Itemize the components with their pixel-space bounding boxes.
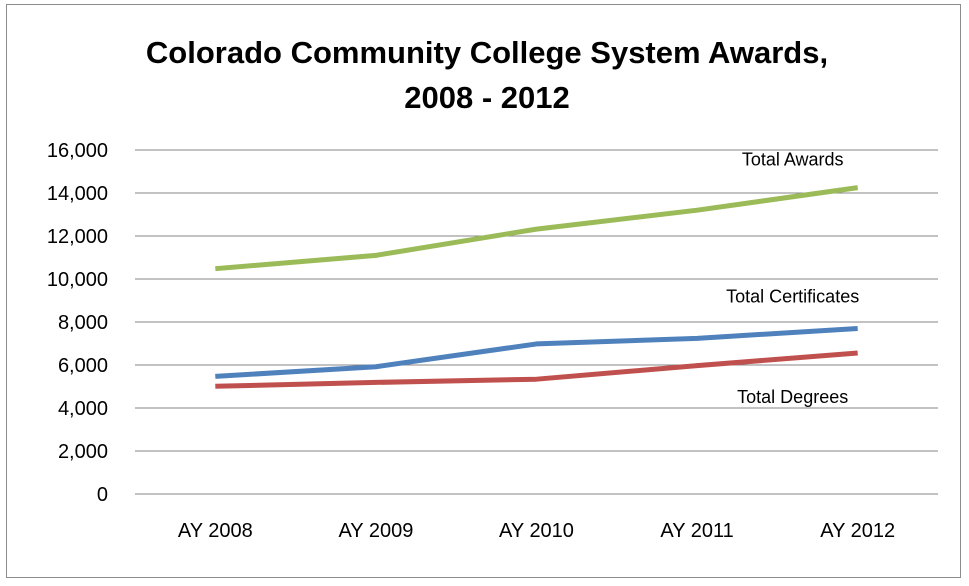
x-tick-label: AY 2008 xyxy=(178,520,253,542)
x-tick-label: AY 2010 xyxy=(499,520,574,542)
series-line-total-degrees xyxy=(215,350,858,389)
series-line-total-certificates xyxy=(215,325,858,379)
gridlines xyxy=(135,149,938,495)
y-tick-label: 4,000 xyxy=(58,398,108,420)
chart-title-line-2: 2008 - 2012 xyxy=(404,80,569,115)
y-axis-ticks: 0 2,000 4,000 6,000 8,000 10,000 12,000 14,000 1… xyxy=(47,140,108,506)
series-label-total-certificates: Total Certificates xyxy=(726,286,859,306)
series-lines xyxy=(215,185,859,389)
y-tick-label: 14,000 xyxy=(47,183,108,205)
y-tick-label: 6,000 xyxy=(58,355,108,377)
chart-title: Colorado Community College System Awards… xyxy=(146,35,828,70)
y-tick-label: 16,000 xyxy=(47,140,108,162)
x-axis-ticks: AY 2008 AY 2009 AY 2010 AY 2011 AY 2012 xyxy=(178,520,895,542)
y-tick-label: 0 xyxy=(97,484,108,506)
x-tick-label: AY 2009 xyxy=(338,520,413,542)
series-label-total-awards: Total Awards xyxy=(742,150,844,170)
x-tick-label: AY 2012 xyxy=(820,520,895,542)
series-line-total-awards xyxy=(215,185,859,272)
y-tick-label: 2,000 xyxy=(58,441,108,463)
series-labels: Total Awards Total Certificates Total Degr… xyxy=(726,150,859,407)
series-label-total-degrees: Total Degrees xyxy=(737,387,848,407)
chart-frame xyxy=(6,4,961,578)
y-tick-label: 12,000 xyxy=(47,226,108,248)
y-tick-label: 10,000 xyxy=(47,269,108,291)
x-tick-label: AY 2011 xyxy=(660,520,733,542)
y-tick-label: 8,000 xyxy=(58,312,108,334)
